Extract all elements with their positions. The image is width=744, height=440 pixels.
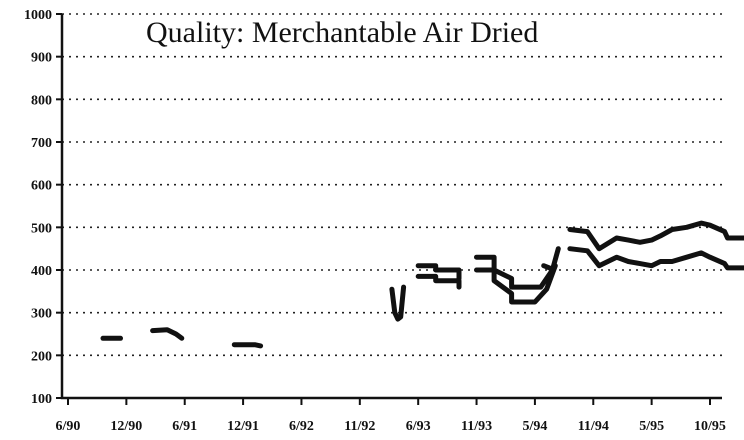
x-tick-label: 12/91 <box>227 419 259 434</box>
y-tick-label: 1000 <box>24 8 52 23</box>
x-tick-label: 5/94 <box>522 419 547 434</box>
x-tick-label: 6/90 <box>56 419 81 434</box>
y-tick-label: 500 <box>31 221 52 236</box>
x-tick-label: 5/95 <box>639 419 664 434</box>
series-line-segment <box>541 263 552 271</box>
y-tick-label: 300 <box>31 307 52 322</box>
series-line-segment <box>415 263 462 281</box>
x-tick-label: 6/91 <box>172 419 197 434</box>
x-tick-label: 10/95 <box>694 419 726 434</box>
y-axis-tick-labels: 100 200 300 400 500 600 700 800 900 1000 <box>24 8 62 407</box>
y-tick-label: 600 <box>31 179 52 194</box>
series-2 <box>415 246 744 305</box>
y-tick-label: 800 <box>31 93 52 108</box>
x-tick-label: 12/90 <box>110 419 142 434</box>
series-line-segment <box>389 284 407 322</box>
y-tick-label: 400 <box>31 264 52 279</box>
x-tick-label: 6/93 <box>406 419 431 434</box>
series-line-segment <box>474 263 558 305</box>
series-line-segment <box>567 246 744 271</box>
series-line-segment <box>231 342 264 349</box>
plot-frame <box>60 14 722 400</box>
data-series <box>100 220 744 349</box>
grid-lines <box>62 13 722 357</box>
x-tick-label: 11/93 <box>461 419 492 434</box>
x-tick-label: 11/94 <box>578 419 609 434</box>
y-tick-label: 700 <box>31 136 52 151</box>
series-line-segment <box>567 220 744 252</box>
series-1 <box>100 220 744 349</box>
x-axis-tick-labels: 6/90 12/90 6/91 12/91 6/92 11/92 6/93 11/93 5/94… <box>56 398 726 434</box>
series-line-segment <box>150 327 185 341</box>
x-tick-label: 11/92 <box>344 419 375 434</box>
y-tick-label: 200 <box>31 349 52 364</box>
y-tick-label: 900 <box>31 51 52 66</box>
chart-title: Quality: Merchantable Air Dried <box>146 16 538 49</box>
series-line-segment <box>415 273 462 290</box>
x-tick-label: 6/92 <box>289 419 314 434</box>
y-tick-label: 100 <box>31 392 52 407</box>
